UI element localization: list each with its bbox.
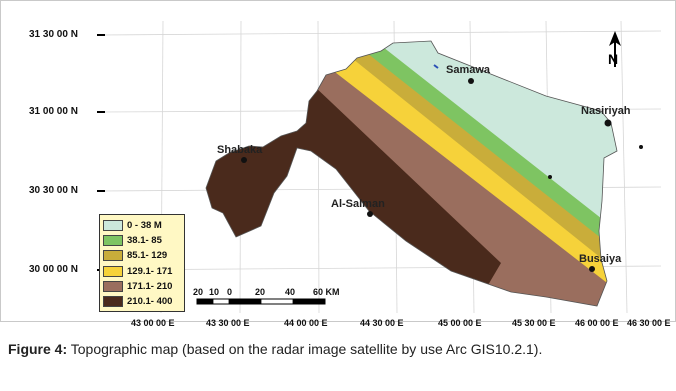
scale-bar-tick: 10 [209, 287, 220, 297]
longitude-label: 45 30 00 E [512, 318, 556, 328]
legend-label: 210.1- 400 [127, 296, 173, 308]
longitude-label: 46 00 00 E [575, 318, 619, 328]
legend-swatch [103, 280, 123, 292]
longitude-label: 46 30 00 E [627, 318, 671, 328]
north-arrow-icon [609, 31, 621, 67]
al-salman-marker [367, 211, 373, 217]
map-frame: 31 30 00 N 31 00 00 N 30 30 00 N 30 00 0… [0, 0, 676, 328]
longitude-label: 45 00 00 E [438, 318, 482, 328]
scale-bar-tick: 20 [255, 287, 266, 297]
scale-bar [196, 298, 326, 305]
place-markers [241, 78, 643, 272]
legend-swatch [103, 235, 123, 247]
legend-swatch [103, 250, 123, 262]
longitude-label: 43 00 00 E [131, 318, 175, 328]
scale-bar-tick: 20 [193, 287, 204, 297]
minor-marker-2 [639, 145, 643, 149]
place-label-samawa: Samawa [446, 64, 491, 76]
scale-bar-tick: 0 [227, 287, 233, 297]
north-arrow-label: N [608, 51, 619, 67]
legend-label: 129.1- 171 [127, 265, 173, 277]
legend-swatch [103, 265, 123, 277]
latitude-label: 30 30 00 N [29, 185, 78, 196]
legend-swatch [103, 220, 123, 232]
legend-item: 210.1- 400 [103, 294, 181, 309]
place-label-al-salman: Al-Salman [331, 198, 385, 210]
place-label-busaiya: Busaiya [579, 253, 622, 265]
samawa-marker [468, 78, 474, 84]
figure-caption: Figure 4: Topographic map (based on the … [8, 339, 670, 359]
busaiya-marker [589, 266, 595, 272]
legend-item: 171.1- 210 [103, 279, 181, 294]
minor-marker-1 [548, 175, 552, 179]
elevation-legend: 0 - 38 M 38.1- 85 85.1- 129 129.1- 171 171.1… [99, 214, 185, 312]
longitude-label: 44 30 00 E [360, 318, 404, 328]
legend-label: 38.1- 85 [127, 235, 162, 247]
latitude-label: 31 30 00 N [29, 29, 78, 40]
legend-item: 129.1- 171 [103, 264, 181, 279]
legend-label: 85.1- 129 [127, 250, 168, 262]
legend-item: 0 - 38 M [103, 218, 181, 233]
legend-swatch [103, 296, 123, 308]
legend-label: 0 - 38 M [127, 220, 162, 232]
place-label-nasiriyah: Nasiriyah [581, 105, 631, 117]
caption-text: Topographic map (based on the radar imag… [67, 341, 543, 357]
latitude-label: 31 00 00 N [29, 106, 78, 117]
longitude-label: 44 00 00 E [284, 318, 328, 328]
nasiriyah-marker [604, 119, 612, 127]
region-outline [205, 40, 618, 307]
place-label-shabaka: Shabaka [217, 144, 263, 156]
longitude-label: 43 30 00 E [206, 318, 250, 328]
latitude-label: 30 00 00 N [29, 264, 78, 275]
scale-bar-tick: 40 [285, 287, 296, 297]
scale-bar-tick: 60 KM [313, 287, 340, 297]
river-mark [433, 64, 439, 69]
shabaka-marker [241, 157, 247, 163]
legend-item: 85.1- 129 [103, 248, 181, 263]
legend-label: 171.1- 210 [127, 280, 173, 292]
topographic-map [97, 20, 662, 314]
caption-label: Figure 4: [8, 341, 68, 357]
legend-item: 38.1- 85 [103, 233, 181, 248]
